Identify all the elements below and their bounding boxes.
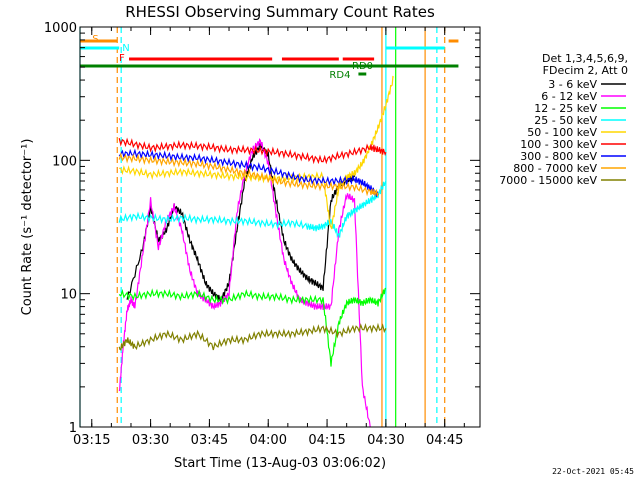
legend-label-8: 7000 - 15000 keV bbox=[499, 174, 597, 187]
y-axis-label: Count Rate (s⁻¹ detector⁻¹) bbox=[20, 139, 35, 316]
x-tick-label-0: 03:15 bbox=[73, 433, 110, 448]
legend-label-7: 800 - 7000 keV bbox=[513, 162, 597, 175]
series-line-2 bbox=[118, 287, 387, 367]
y-tick-label-3: 1000 bbox=[44, 21, 77, 36]
series-line-6 bbox=[118, 148, 379, 197]
x-axis-label: Start Time (13-Aug-03 03:06:02) bbox=[174, 456, 386, 471]
y-tick-label-2: 100 bbox=[52, 154, 77, 169]
series-line-8 bbox=[118, 322, 387, 351]
legend-label-0: 3 - 6 keV bbox=[548, 78, 597, 91]
state-bar-label-f: F bbox=[119, 53, 125, 64]
x-tick-label-2: 03:45 bbox=[191, 433, 228, 448]
x-tick-label-6: 04:45 bbox=[426, 433, 463, 448]
y-tick-label-1: 10 bbox=[60, 288, 77, 303]
plot-frame bbox=[79, 26, 481, 428]
series-line-7 bbox=[118, 152, 379, 197]
x-tick-label-5: 04:30 bbox=[367, 433, 404, 448]
y-tick-label-0: 1 bbox=[69, 421, 77, 436]
legend-label-1: 6 - 12 keV bbox=[541, 90, 597, 103]
legend-label-4: 50 - 100 keV bbox=[527, 126, 597, 139]
footer-date: 22-Oct-2021 05:45 bbox=[552, 467, 634, 476]
legend-header-0: Det 1,3,4,5,6,9, bbox=[542, 52, 628, 65]
legend-label-2: 12 - 25 keV bbox=[534, 102, 597, 115]
x-tick-label-4: 04:15 bbox=[308, 433, 345, 448]
state-bar-label-rd4: RD4 bbox=[329, 70, 350, 81]
state-bar-label-s: S bbox=[92, 34, 98, 45]
legend-label-5: 100 - 300 keV bbox=[520, 138, 597, 151]
state-bar-label-n: N bbox=[122, 43, 129, 54]
state-bar-label-rd0: RD0 bbox=[352, 61, 373, 72]
legend: Det 1,3,4,5,6,9,FDecim 2, Att 03 - 6 keV… bbox=[499, 52, 628, 187]
axes: 03:15 03:30 03:45 04:00 04:15 04:30 04:45 1 10 10… bbox=[44, 21, 480, 448]
x-tick-label-3: 04:00 bbox=[250, 433, 287, 448]
legend-label-6: 300 - 800 keV bbox=[520, 150, 597, 163]
series-line-4 bbox=[118, 75, 395, 230]
x-tick-label-1: 03:30 bbox=[132, 433, 169, 448]
series-line-5 bbox=[118, 137, 387, 165]
series-line-3 bbox=[118, 180, 387, 239]
series-lines bbox=[118, 75, 395, 428]
legend-header-1: FDecim 2, Att 0 bbox=[543, 64, 628, 77]
chart-title: RHESSI Observing Summary Count Rates bbox=[125, 3, 435, 21]
legend-label-3: 25 - 50 keV bbox=[534, 114, 597, 127]
